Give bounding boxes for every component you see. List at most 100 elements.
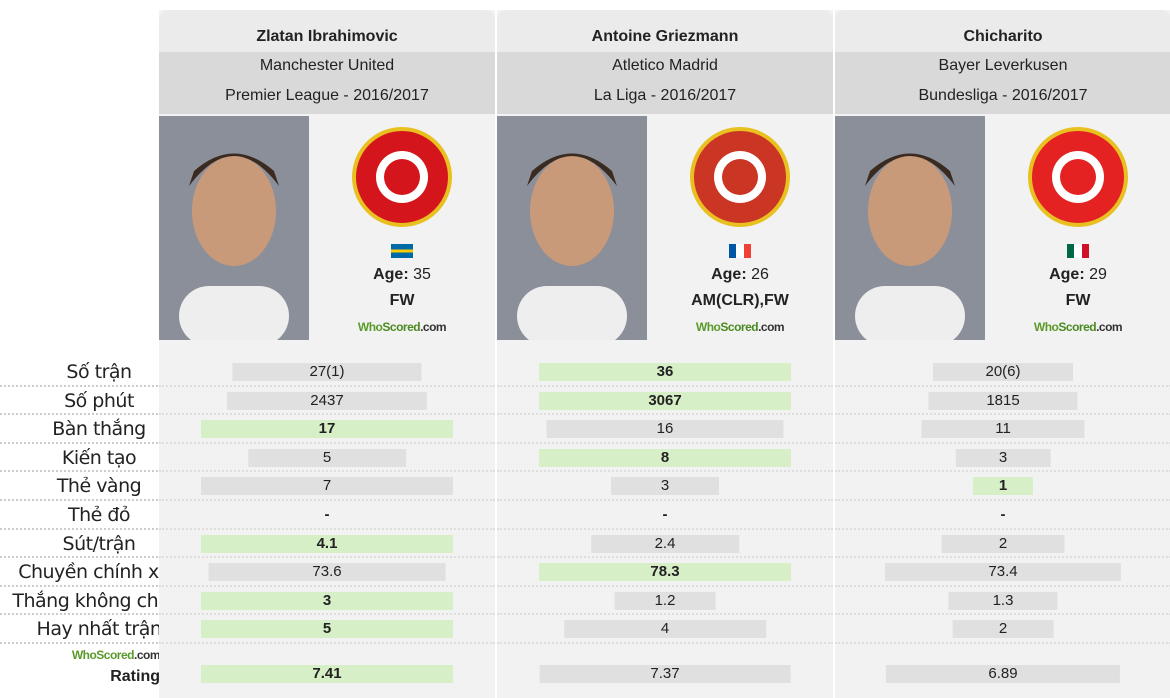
- stat-label: Sút/trận: [0, 530, 198, 559]
- stat-row: 16: [497, 415, 833, 444]
- player-photo: [159, 116, 309, 340]
- stat-label: Bàn thắng: [0, 415, 198, 444]
- stat-value: 73.6: [208, 563, 446, 582]
- stat-row: 2: [835, 615, 1170, 644]
- stat-value: 2: [952, 620, 1054, 639]
- stat-row: 17: [159, 415, 495, 444]
- stat-row: 36: [497, 358, 833, 387]
- player-name: Zlatan Ibrahimovic: [159, 10, 495, 52]
- club-name: Atletico Madrid: [497, 52, 833, 82]
- bayer-leverkusen-crest: [1028, 127, 1128, 227]
- stat-value: 2: [941, 534, 1065, 553]
- stat-row: 1.2: [497, 587, 833, 616]
- stat-row: 2: [835, 530, 1170, 559]
- stat-row: 78.3: [497, 558, 833, 587]
- stat-row: -: [497, 501, 833, 530]
- stat-row: 4: [497, 615, 833, 644]
- player-position: AM(CLR),FW: [691, 292, 789, 309]
- rating-label: WhoScored.com Rating: [60, 648, 161, 686]
- rating-value: 6.89: [885, 665, 1121, 683]
- stat-value: -: [324, 505, 330, 523]
- stat-value: 8: [539, 448, 791, 467]
- player-photo: [835, 116, 985, 340]
- stat-row: 73.4: [835, 558, 1170, 587]
- stat-label: Thẻ đỏ: [0, 501, 198, 530]
- stat-value: 3067: [539, 391, 791, 410]
- stat-value: 78.3: [539, 563, 791, 582]
- stat-row: 8: [497, 444, 833, 473]
- stat-labels: Số trận Số phút Bàn thắng Kiến tạo Thẻ vàng T…: [0, 358, 198, 644]
- stat-row: 27(1): [159, 358, 495, 387]
- league-season: Premier League - 2016/2017: [159, 82, 495, 114]
- stat-label: Kiến tạo: [0, 444, 198, 473]
- stat-row: 3: [835, 444, 1170, 473]
- rating-value: 7.37: [539, 665, 791, 683]
- sweden-flag-icon: [391, 244, 413, 258]
- stat-value: 73.4: [884, 563, 1122, 582]
- stat-row: 2437: [159, 387, 495, 416]
- stat-label: Thắng không chiến: [0, 587, 198, 616]
- stat-value: 17: [201, 420, 453, 439]
- stat-row: 73.6: [159, 558, 495, 587]
- stat-value: 7: [201, 477, 453, 496]
- stat-value: 4.1: [201, 534, 453, 553]
- player-age: Age: 35: [373, 266, 431, 283]
- stat-row: 2.4: [497, 530, 833, 559]
- player-position: FW: [1065, 292, 1091, 309]
- rating-value: 7.41: [201, 665, 453, 683]
- stat-value: -: [662, 505, 668, 523]
- stat-row: 20(6): [835, 358, 1170, 387]
- stat-label: Hay nhất trận: [0, 615, 198, 644]
- stat-value: 20(6): [933, 363, 1073, 381]
- player-photo: [497, 116, 647, 340]
- stat-value: 5: [248, 448, 406, 467]
- stat-value: 3: [201, 591, 453, 610]
- stat-value: 27(1): [232, 363, 422, 381]
- stat-value: 16: [546, 420, 784, 439]
- stat-row: 1.3: [835, 587, 1170, 616]
- whoscored-logo: WhoScored.com: [71, 648, 161, 662]
- stat-value: 36: [539, 363, 791, 381]
- league-season: Bundesliga - 2016/2017: [835, 82, 1170, 114]
- whoscored-logo: WhoScored.com: [1033, 320, 1123, 334]
- player-name: Antoine Griezmann: [497, 10, 833, 52]
- stat-row: 3: [497, 472, 833, 501]
- stat-row: -: [835, 501, 1170, 530]
- player-position: FW: [389, 292, 415, 309]
- france-flag-icon: [729, 244, 751, 258]
- club-name: Bayer Leverkusen: [835, 52, 1170, 82]
- stat-value: -: [1000, 505, 1006, 523]
- stat-value: 3: [611, 477, 719, 496]
- stat-row: 3067: [497, 387, 833, 416]
- stat-row: -: [159, 501, 495, 530]
- stat-row: 4.1: [159, 530, 495, 559]
- stat-label: Chuyền chính xác: [0, 558, 198, 587]
- player-age: Age: 26: [711, 266, 769, 283]
- manchester-united-crest: [352, 127, 452, 227]
- stat-value: 1.3: [948, 591, 1058, 610]
- stat-label: Số phút: [0, 387, 198, 416]
- stat-row: 3: [159, 587, 495, 616]
- player-name: Chicharito: [835, 10, 1170, 52]
- stat-value: 1815: [928, 391, 1078, 410]
- stat-row: 11: [835, 415, 1170, 444]
- player-card: Antoine Griezmann Atletico Madrid La Lig…: [497, 10, 833, 698]
- stat-value: 3: [955, 448, 1051, 467]
- stat-label: Thẻ vàng: [0, 472, 198, 501]
- stat-row: 7: [159, 472, 495, 501]
- stat-row: 5: [159, 444, 495, 473]
- player-card: Zlatan Ibrahimovic Manchester United Pre…: [159, 10, 495, 698]
- player-age: Age: 29: [1049, 266, 1107, 283]
- stat-label: Số trận: [0, 358, 198, 387]
- stat-value: 4: [564, 620, 766, 639]
- stat-row: 1815: [835, 387, 1170, 416]
- mexico-flag-icon: [1067, 244, 1089, 258]
- stat-row: 1: [835, 472, 1170, 501]
- stat-value: 2.4: [591, 534, 739, 553]
- atletico-madrid-crest: [690, 127, 790, 227]
- player-card: Chicharito Bayer Leverkusen Bundesliga -…: [835, 10, 1170, 698]
- stat-row: 5: [159, 615, 495, 644]
- rating-text: Rating: [110, 668, 160, 685]
- stat-value: 2437: [226, 391, 428, 410]
- stat-value: 1.2: [614, 591, 716, 610]
